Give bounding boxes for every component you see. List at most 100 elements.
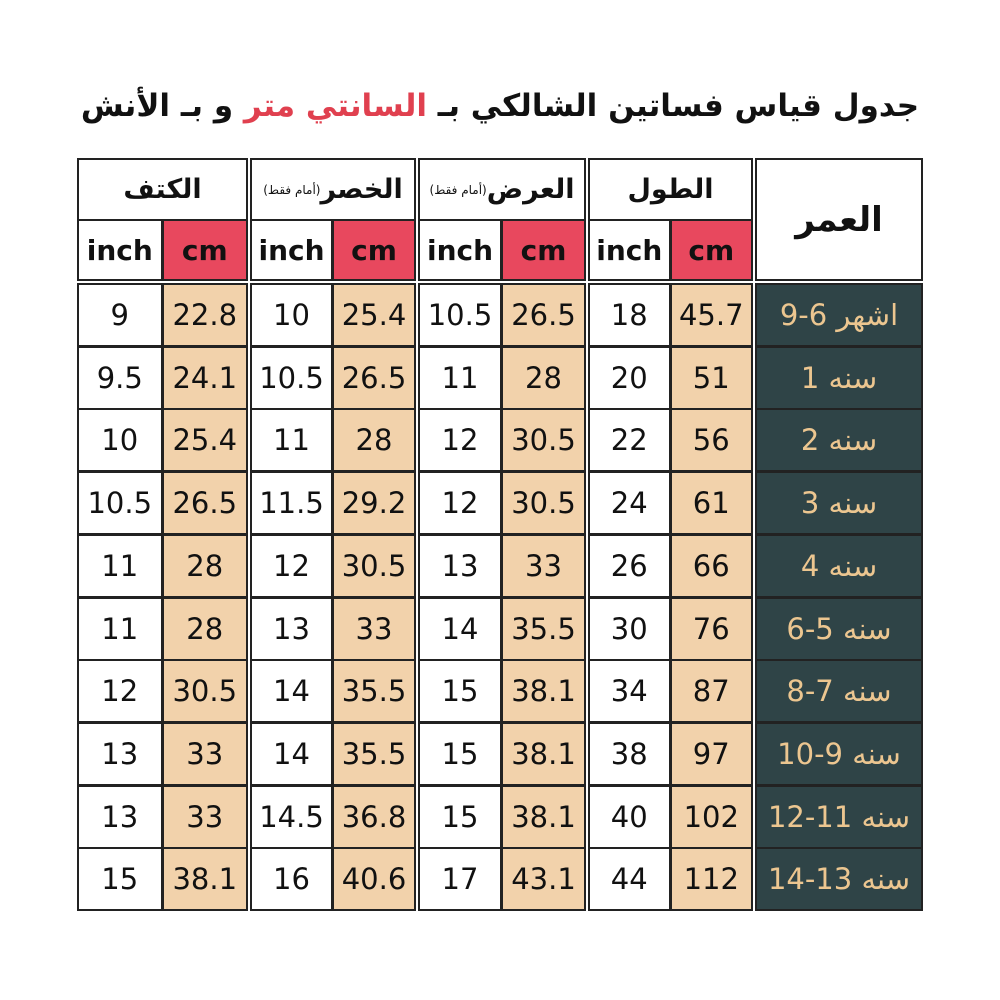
cm-value: 56 <box>669 408 753 473</box>
inch-value: 20 <box>588 345 671 410</box>
cm-value: 29.2 <box>332 471 416 536</box>
inch-value: 11 <box>250 408 333 473</box>
cm-value: 112 <box>669 847 753 912</box>
inch-value: 40 <box>588 784 671 849</box>
inch-value: 14 <box>418 596 502 661</box>
age-label: 8-7 سنه <box>755 659 923 724</box>
cm-value: 36.8 <box>332 784 416 849</box>
cm-value: 40.6 <box>332 847 416 912</box>
group-header: الكتف <box>77 158 248 221</box>
inch-value: 15 <box>418 721 502 786</box>
cm-value: 51 <box>669 345 753 410</box>
cm-value: 35.5 <box>332 721 416 786</box>
inch-value: 11 <box>418 345 502 410</box>
inch-value: 9.5 <box>77 345 163 410</box>
age-label: 4 سنه <box>755 533 923 598</box>
cm-value: 26.5 <box>501 283 586 347</box>
cm-value: 38.1 <box>501 659 586 724</box>
title-part: السانتي متر <box>243 88 427 124</box>
group-note: (أمام فقط) <box>429 182 487 197</box>
group-header: العرض (أمام فقط) <box>418 158 586 221</box>
unit-cm: cm <box>669 219 753 281</box>
cm-value: 38.1 <box>161 847 248 912</box>
unit-cm: cm <box>161 219 248 281</box>
unit-cm: cm <box>332 219 416 281</box>
inch-value: 34 <box>588 659 671 724</box>
inch-value: 44 <box>588 847 671 912</box>
group-note: (أمام فقط) <box>263 182 321 197</box>
cm-value: 28 <box>161 533 248 598</box>
inch-value: 17 <box>418 847 502 912</box>
inch-value: 13 <box>77 784 163 849</box>
cm-value: 35.5 <box>501 596 586 661</box>
inch-value: 13 <box>77 721 163 786</box>
inch-value: 26 <box>588 533 671 598</box>
cm-value: 28 <box>332 408 416 473</box>
cm-value: 30.5 <box>501 408 586 473</box>
group-name: الطول <box>627 174 714 205</box>
age-header: العمر <box>755 158 923 281</box>
group-name: الخصر <box>320 174 403 205</box>
inch-value: 12 <box>250 533 333 598</box>
cm-value: 26.5 <box>161 471 248 536</box>
inch-value: 9 <box>77 283 163 347</box>
cm-value: 61 <box>669 471 753 536</box>
age-label: 2 سنه <box>755 408 923 473</box>
group-header: الطول <box>588 158 753 221</box>
inch-value: 15 <box>418 784 502 849</box>
unit-inch: inch <box>418 219 502 281</box>
cm-value: 30.5 <box>501 471 586 536</box>
cm-value: 33 <box>501 533 586 598</box>
inch-value: 12 <box>418 408 502 473</box>
cm-value: 30.5 <box>161 659 248 724</box>
inch-value: 30 <box>588 596 671 661</box>
cm-value: 25.4 <box>161 408 248 473</box>
cm-value: 35.5 <box>332 659 416 724</box>
cm-value: 33 <box>161 721 248 786</box>
age-label: 10-9 سنه <box>755 721 923 786</box>
cm-value: 22.8 <box>161 283 248 347</box>
cm-value: 28 <box>501 345 586 410</box>
inch-value: 24 <box>588 471 671 536</box>
inch-value: 15 <box>418 659 502 724</box>
age-label: 6-5 سنه <box>755 596 923 661</box>
cm-value: 26.5 <box>332 345 416 410</box>
cm-value: 102 <box>669 784 753 849</box>
inch-value: 11 <box>77 596 163 661</box>
inch-value: 10 <box>77 408 163 473</box>
inch-value: 13 <box>250 596 333 661</box>
inch-value: 38 <box>588 721 671 786</box>
cm-value: 30.5 <box>332 533 416 598</box>
unit-cm: cm <box>501 219 586 281</box>
inch-value: 10.5 <box>77 471 163 536</box>
inch-value: 11 <box>77 533 163 598</box>
age-label: 12-11 سنه <box>755 784 923 849</box>
cm-value: 45.7 <box>669 283 753 347</box>
age-label: 3 سنه <box>755 471 923 536</box>
cm-value: 33 <box>332 596 416 661</box>
cm-value: 33 <box>161 784 248 849</box>
unit-inch: inch <box>77 219 163 281</box>
inch-value: 14 <box>250 721 333 786</box>
unit-inch: inch <box>250 219 333 281</box>
title-part: و بـ الأنش <box>80 88 234 124</box>
inch-value: 14.5 <box>250 784 333 849</box>
group-name: الكتف <box>123 174 202 205</box>
cm-value: 87 <box>669 659 753 724</box>
inch-value: 11.5 <box>250 471 333 536</box>
inch-value: 16 <box>250 847 333 912</box>
unit-inch: inch <box>588 219 671 281</box>
cm-value: 66 <box>669 533 753 598</box>
group-header: الخصر (أمام فقط) <box>250 158 416 221</box>
cm-value: 28 <box>161 596 248 661</box>
inch-value: 14 <box>250 659 333 724</box>
group-name: العرض <box>486 174 575 205</box>
cm-value: 38.1 <box>501 784 586 849</box>
inch-value: 10.5 <box>418 283 502 347</box>
inch-value: 18 <box>588 283 671 347</box>
inch-value: 10 <box>250 283 333 347</box>
title-part: جدول قياس فساتين الشالكي بـ <box>437 88 920 124</box>
cm-value: 25.4 <box>332 283 416 347</box>
age-label: 9-6 اشهر <box>755 283 923 347</box>
